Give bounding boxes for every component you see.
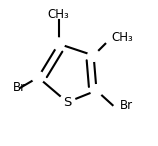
Circle shape bbox=[59, 94, 75, 110]
Circle shape bbox=[53, 38, 64, 50]
Text: Br: Br bbox=[120, 99, 133, 112]
Text: S: S bbox=[63, 96, 72, 109]
Text: CH₃: CH₃ bbox=[48, 8, 69, 21]
Circle shape bbox=[88, 50, 99, 61]
Text: CH₃: CH₃ bbox=[111, 31, 133, 45]
Circle shape bbox=[32, 72, 44, 83]
Circle shape bbox=[91, 85, 102, 96]
Text: Br: Br bbox=[13, 81, 26, 94]
